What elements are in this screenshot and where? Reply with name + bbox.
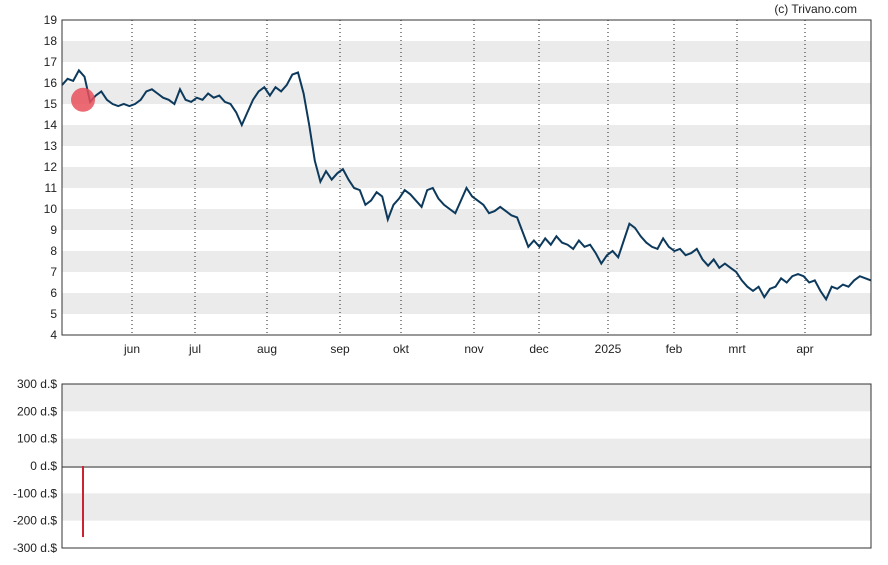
price-band [62, 293, 871, 314]
current-price-marker [71, 87, 95, 112]
price-y-tick-label: 9 [50, 223, 57, 237]
price-month-gridlines [131, 20, 806, 335]
price-y-tick-label: 7 [50, 265, 57, 279]
dividend-y-tick-label: 100 d.$ [17, 432, 57, 446]
price-y-tick-label: 10 [44, 202, 58, 216]
dividend-y-tick-label: -300 d.$ [13, 541, 57, 555]
month-label: mrt [728, 342, 746, 356]
dividend-y-axis: 300 d.$ 200 d.$ 100 d.$ 0 d.$ -100 d.$ -200 d… [13, 377, 57, 555]
dividend-chart-frame [61, 383, 872, 549]
month-label: aug [257, 342, 277, 356]
price-y-tick-label: 18 [44, 34, 58, 48]
price-y-tick-label: 16 [44, 76, 58, 90]
price-y-tick-label: 6 [50, 286, 57, 300]
month-label: jul [188, 342, 201, 356]
month-label: 2025 [595, 342, 622, 356]
price-y-tick-label: 17 [44, 55, 58, 69]
dividend-chart: 300 d.$ 200 d.$ 100 d.$ 0 d.$ -100 d.$ -200 d… [13, 377, 872, 555]
dividend-y-tick-label: -100 d.$ [13, 486, 57, 500]
price-x-axis: jun jul aug sep okt nov dec 2025 feb mrt apr [123, 342, 814, 356]
price-y-tick-label: 5 [50, 307, 57, 321]
price-y-tick-label: 8 [50, 244, 57, 258]
price-y-tick-label: 12 [44, 160, 58, 174]
dividend-band [62, 438, 871, 466]
price-y-tick-label: 13 [44, 139, 58, 153]
month-label: sep [330, 342, 350, 356]
month-label: nov [464, 342, 483, 356]
price-band [62, 251, 871, 272]
price-band [62, 41, 871, 62]
price-line [61, 68, 872, 302]
dividend-band [62, 384, 871, 412]
price-y-tick-label: 11 [45, 181, 58, 195]
dividend-y-tick-label: 200 d.$ [17, 404, 57, 418]
price-y-tick-label: 19 [44, 13, 58, 27]
month-label: okt [393, 342, 410, 356]
dividend-bands [62, 384, 871, 521]
month-label: dec [529, 342, 548, 356]
price-band [62, 167, 871, 188]
copyright-label: (c) Trivano.com [774, 2, 857, 16]
price-y-axis: 4 5 6 7 8 9 10 11 12 13 14 15 16 17 18 19 [44, 13, 58, 342]
price-chart-frame [61, 19, 872, 336]
dividend-band [62, 493, 871, 521]
price-bands [62, 41, 871, 314]
month-label: jun [123, 342, 140, 356]
price-band [62, 125, 871, 146]
price-y-tick-label: 4 [50, 328, 57, 342]
price-chart: 4 5 6 7 8 9 10 11 12 13 14 15 16 17 18 19 jun jul aug sep o… [44, 13, 872, 356]
dividend-y-tick-label: -200 d.$ [13, 514, 57, 528]
dividend-y-tick-label: 0 d.$ [30, 459, 57, 473]
month-label: feb [666, 342, 683, 356]
price-band [62, 209, 871, 230]
price-y-tick-label: 14 [44, 118, 58, 132]
dividend-y-tick-label: 300 d.$ [17, 377, 57, 391]
month-label: apr [796, 342, 813, 356]
price-y-tick-label: 15 [44, 97, 58, 111]
